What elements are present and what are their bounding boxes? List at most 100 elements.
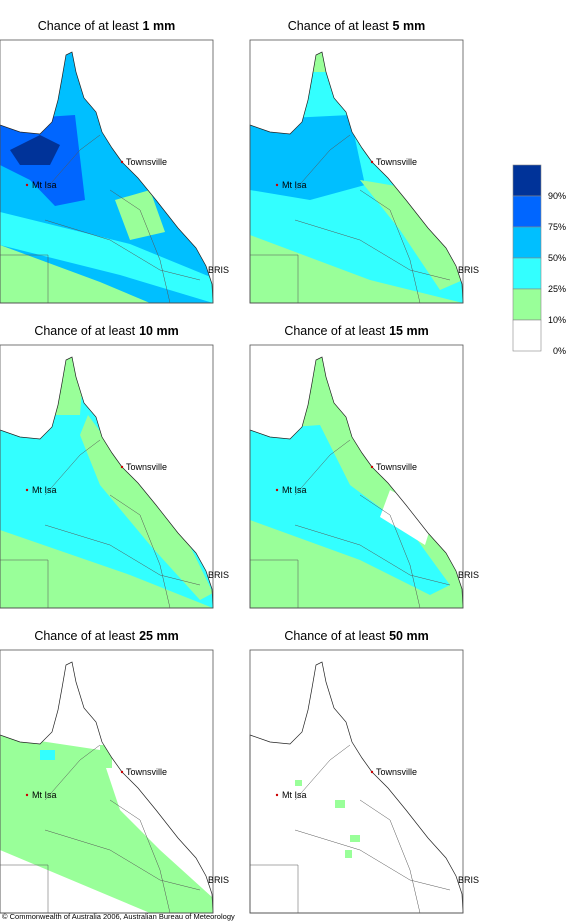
map-frame (0, 344, 214, 609)
district-line (359, 799, 421, 914)
district-line (44, 219, 201, 281)
district-line (359, 189, 421, 304)
district-line (44, 439, 101, 496)
border (250, 864, 299, 913)
district-line (294, 219, 451, 281)
copyright: © Commonwealth of Australia 2006, Austra… (2, 912, 235, 921)
district-line (294, 134, 351, 191)
panel-title: Chance of at least 25 mm (34, 629, 178, 643)
place-label: BRIS (208, 875, 229, 885)
legend-label: 0% (553, 346, 566, 356)
border (250, 559, 299, 608)
legend-swatch (512, 195, 542, 228)
place-label: Townsville (376, 767, 417, 777)
district-line (294, 744, 351, 801)
border (0, 864, 49, 913)
title-prefix: Chance of at least (288, 19, 389, 33)
panel-title: Chance of at least 1 mm (38, 19, 175, 33)
legend-swatch (512, 164, 542, 197)
legend-label: 90% (548, 191, 566, 201)
town-dot (25, 183, 29, 187)
title-threshold: 10 mm (139, 324, 179, 338)
probability-area (305, 52, 330, 72)
legend-swatch (512, 319, 542, 352)
map-frame (249, 39, 464, 304)
probability-area (380, 490, 435, 545)
district-line (109, 799, 171, 914)
title-threshold: 15 mm (389, 324, 429, 338)
probability-area (250, 235, 463, 303)
border (0, 559, 49, 608)
title-threshold: 50 mm (389, 629, 429, 643)
shading (0, 357, 213, 608)
map-panel: Townsville Mt Isa BRIS (0, 649, 229, 914)
legend-swatch (512, 288, 542, 321)
map-panel: Townsville Mt Isa BRIS (249, 649, 479, 914)
map-frame (249, 649, 464, 914)
town-dot (275, 183, 279, 187)
town-dot (120, 160, 124, 164)
place-label: BRIS (458, 265, 479, 275)
shading (0, 52, 213, 303)
town-dot (25, 488, 29, 492)
title-prefix: Chance of at least (284, 629, 385, 643)
panel-title: Chance of at least 50 mm (284, 629, 428, 643)
title-threshold: 5 mm (393, 19, 426, 33)
probability-area (0, 530, 213, 608)
probability-area (40, 750, 55, 760)
probability-area (0, 245, 150, 303)
place-label: Mt Isa (282, 180, 307, 190)
title-threshold: 1 mm (143, 19, 176, 33)
district-line (294, 439, 351, 496)
probability-area (55, 357, 85, 415)
district-line (44, 134, 101, 191)
probability-area (115, 190, 165, 240)
shading (250, 357, 463, 608)
place-label: Mt Isa (32, 485, 57, 495)
map-panel: Townsville Mt Isa BRIS (0, 39, 229, 304)
legend-label: 75% (548, 222, 566, 232)
town-dot (275, 793, 279, 797)
town-dot (120, 465, 124, 469)
place-label: Townsville (126, 157, 167, 167)
panel-title: Chance of at least 10 mm (34, 324, 178, 338)
probability-area (250, 425, 450, 595)
town-dot (120, 770, 124, 774)
town-dot (370, 465, 374, 469)
district-line (44, 829, 201, 891)
place-label: Townsville (126, 767, 167, 777)
legend-label: 50% (548, 253, 566, 263)
town-dot (370, 160, 374, 164)
town-dot (370, 770, 374, 774)
town-dot (25, 793, 29, 797)
probability-area (250, 115, 365, 200)
place-label: Mt Isa (32, 180, 57, 190)
probability-area (80, 415, 213, 600)
probability-area (0, 212, 213, 303)
place-label: Townsville (376, 462, 417, 472)
probability-area (335, 800, 345, 808)
title-prefix: Chance of at least (284, 324, 385, 338)
probability-area (350, 835, 360, 842)
title-prefix: Chance of at least (34, 629, 135, 643)
probability-area (250, 662, 463, 913)
probability-area (345, 850, 352, 858)
place-label: BRIS (458, 875, 479, 885)
place-label: Mt Isa (282, 790, 307, 800)
legend: 90% 75% 50% 25% 10% 0% (512, 164, 566, 356)
border (250, 254, 299, 303)
map-frame (0, 39, 214, 304)
map-frame (0, 649, 214, 914)
probability-area (0, 735, 213, 913)
district-line (359, 494, 421, 609)
map-panel: Townsville Mt Isa BRIS (249, 344, 479, 609)
title-threshold: 25 mm (139, 629, 179, 643)
district-line (44, 744, 101, 801)
panel-title: Chance of at least 15 mm (284, 324, 428, 338)
place-label: Mt Isa (32, 790, 57, 800)
legend-swatch (512, 257, 542, 290)
town-dot (275, 488, 279, 492)
place-label: BRIS (208, 265, 229, 275)
district-line (109, 189, 171, 304)
